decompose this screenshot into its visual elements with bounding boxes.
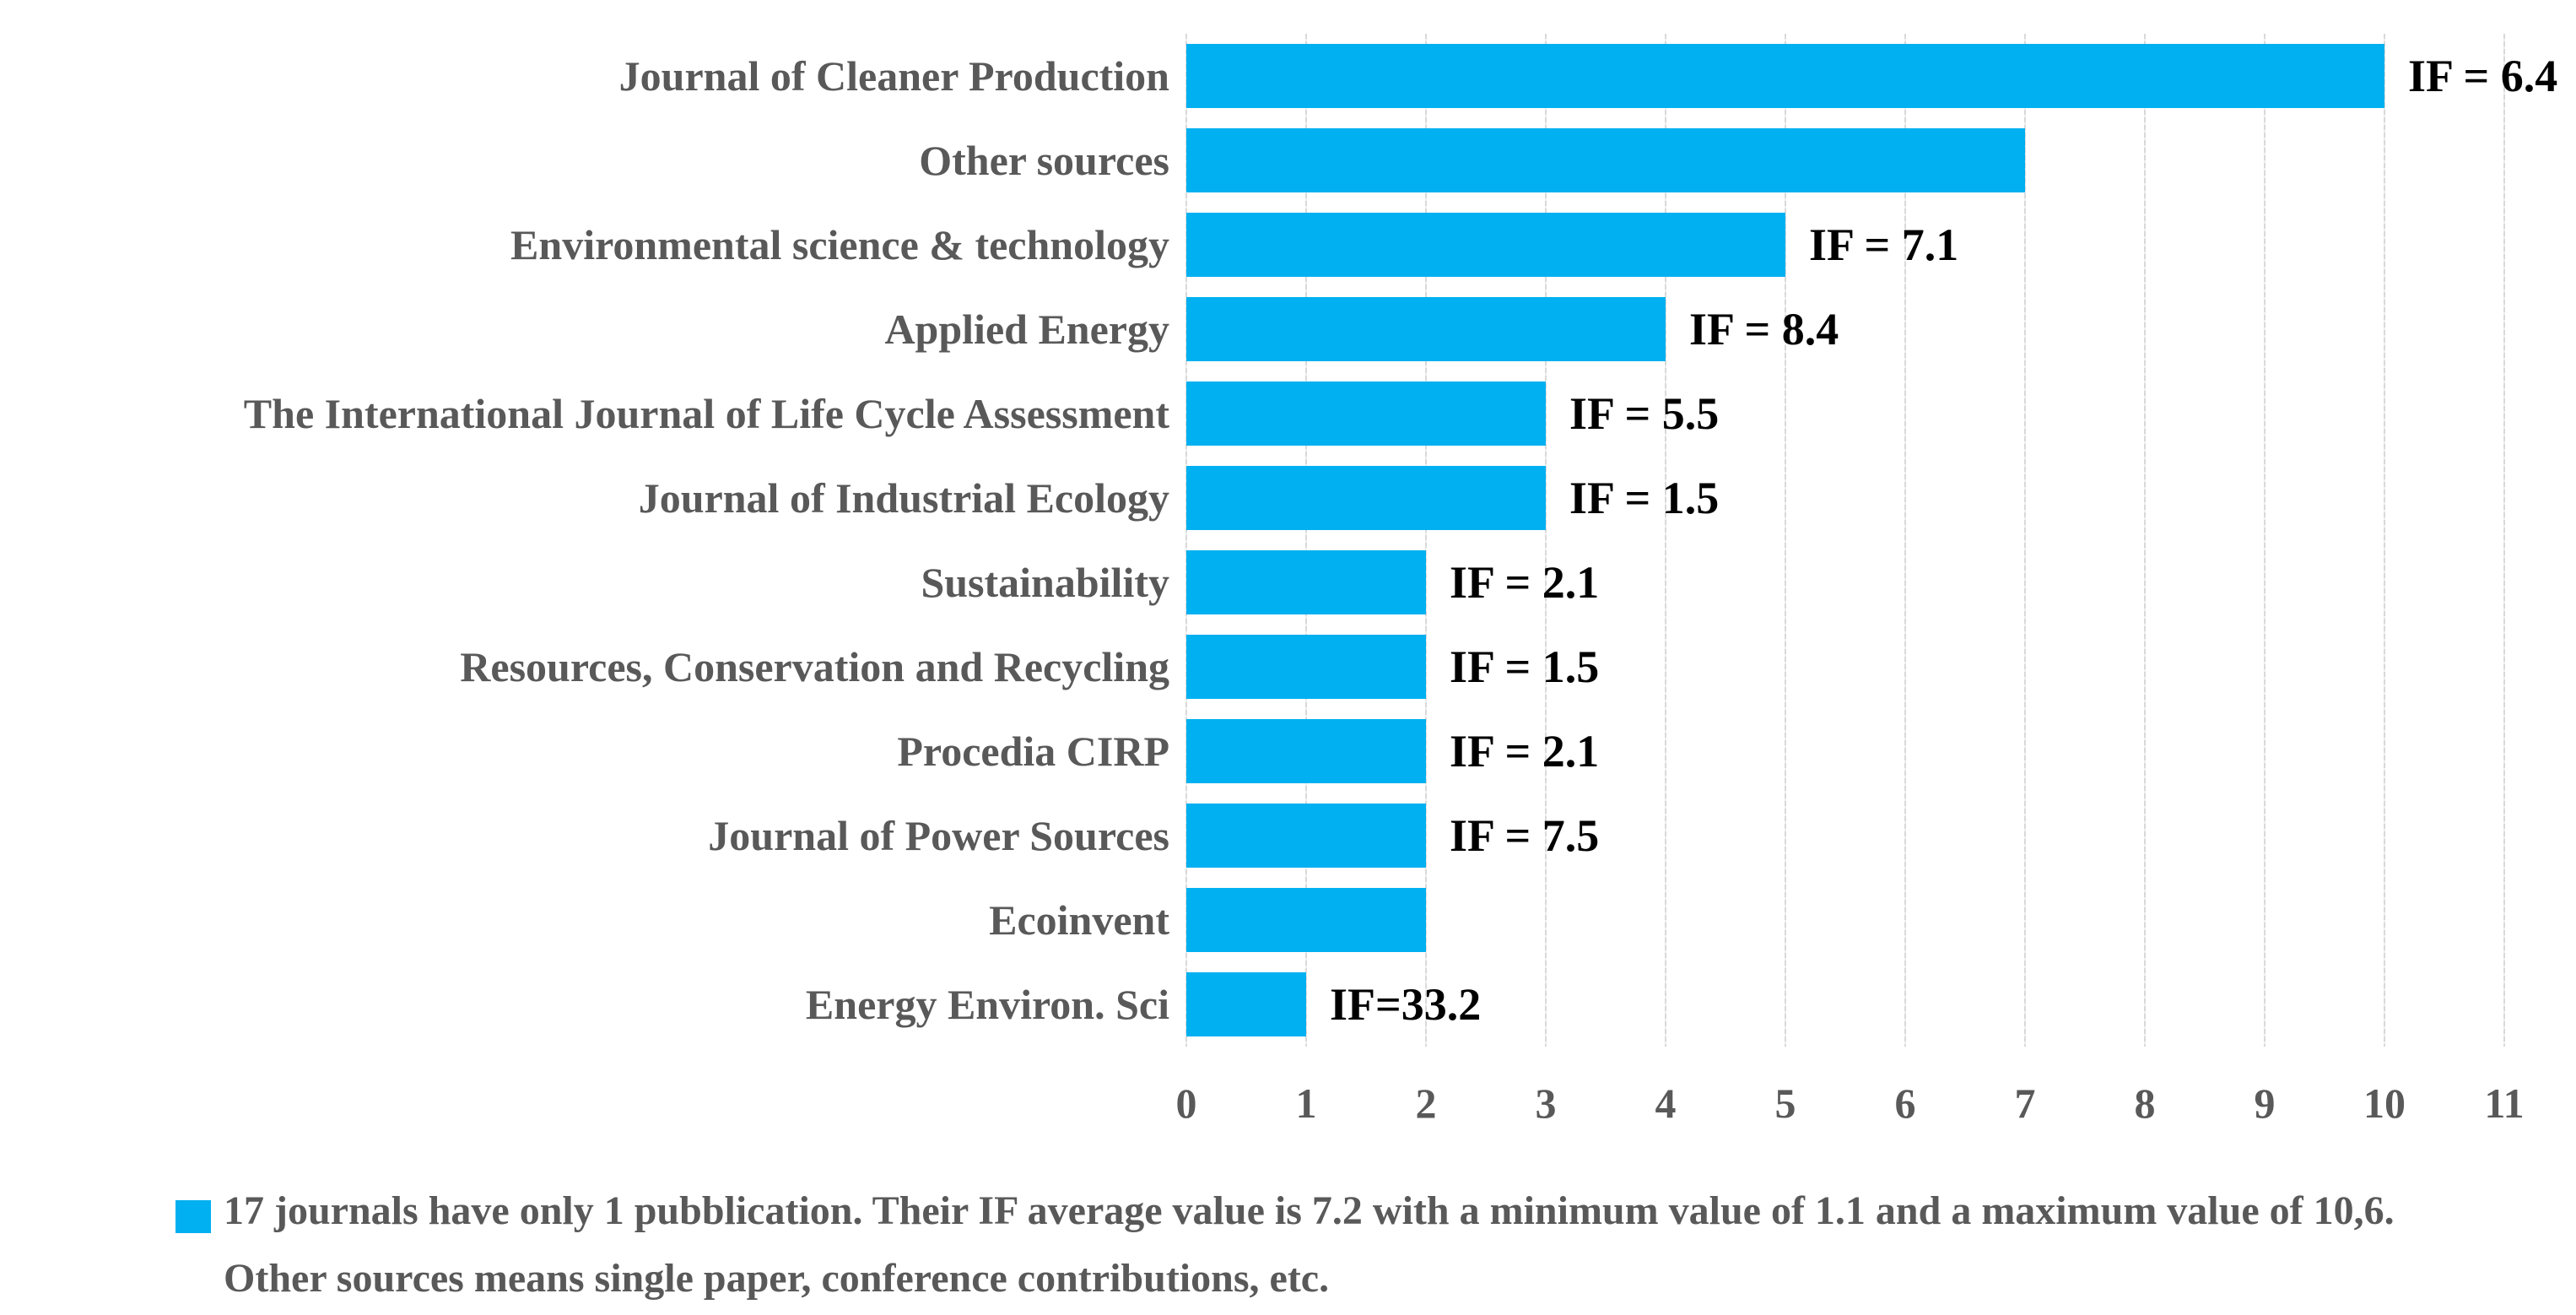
bar bbox=[1186, 635, 1426, 699]
x-axis: 0 1 2 3 4 5 6 7 8 9 10 11 bbox=[1176, 1080, 2525, 1141]
gridline bbox=[1665, 34, 1666, 1047]
bar bbox=[1186, 719, 1426, 783]
bar-row: IF=33.2 bbox=[1186, 962, 2504, 1047]
x-tick-label: 3 bbox=[1535, 1080, 1557, 1127]
category-label: Other sources bbox=[919, 137, 1169, 184]
legend-text: 17 journals have only 1 pubblication. Th… bbox=[224, 1188, 2395, 1301]
category-label: Procedia CIRP bbox=[897, 728, 1169, 775]
gridline bbox=[2024, 34, 2026, 1047]
gridline bbox=[2144, 34, 2146, 1047]
category-label: Ecoinvent bbox=[989, 896, 1169, 944]
bar bbox=[1186, 972, 1306, 1036]
gridline bbox=[2384, 34, 2385, 1047]
gridline bbox=[2503, 34, 2505, 1047]
bar-row bbox=[1186, 878, 2504, 962]
bar-value-label: IF = 1.5 bbox=[1450, 641, 1600, 692]
plot-area: IF = 6.4 IF = 7.1 IF = 8.4 IF = 5.5 IF = 1.5… bbox=[1185, 34, 2557, 1047]
bar-value-label: IF = 8.4 bbox=[1689, 304, 1839, 354]
bar bbox=[1186, 804, 1426, 868]
gridline bbox=[1904, 34, 1906, 1047]
bar bbox=[1186, 382, 1546, 446]
category-label: Resources, Conservation and Recycling bbox=[460, 643, 1169, 690]
bar-row bbox=[1186, 118, 2504, 203]
bar-row: IF = 2.1 bbox=[1186, 540, 2504, 625]
bar-row: IF = 8.4 bbox=[1186, 287, 2504, 371]
category-label: Journal of Industrial Ecology bbox=[638, 474, 1169, 522]
category-label: Applied Energy bbox=[884, 306, 1169, 353]
x-tick-label: 10 bbox=[2363, 1080, 2406, 1127]
x-tick-label: 2 bbox=[1415, 1080, 1437, 1127]
bar-row: IF = 7.1 bbox=[1186, 203, 2504, 287]
gridline bbox=[1545, 34, 1547, 1047]
x-tick-label: 5 bbox=[1774, 1080, 1796, 1127]
bar bbox=[1186, 44, 2384, 108]
category-label: Energy Environ. Sci bbox=[805, 981, 1169, 1028]
bar-value-label: IF = 2.1 bbox=[1450, 726, 1600, 777]
bar bbox=[1186, 128, 2025, 192]
bar-row: IF = 6.4 bbox=[1186, 34, 2557, 118]
bar-value-label: IF = 1.5 bbox=[1569, 473, 1720, 523]
x-tick-label: 6 bbox=[1894, 1080, 1916, 1127]
category-label: Sustainability bbox=[921, 559, 1169, 606]
x-tick-label: 4 bbox=[1655, 1080, 1677, 1127]
gridline bbox=[2264, 34, 2265, 1047]
bar-row: IF = 1.5 bbox=[1186, 456, 2504, 540]
bar bbox=[1186, 297, 1666, 361]
bar-value-label: IF=33.2 bbox=[1330, 979, 1482, 1030]
x-tick-label: 9 bbox=[2254, 1080, 2276, 1127]
bar-value-label: IF = 5.5 bbox=[1569, 388, 1720, 439]
category-label: Journal of Power Sources bbox=[708, 812, 1169, 859]
bar-value-label: IF = 6.4 bbox=[2408, 51, 2558, 101]
gridline bbox=[1305, 34, 1307, 1047]
bar-row: IF = 7.5 bbox=[1186, 793, 2504, 878]
bar-value-label: IF = 7.1 bbox=[1809, 219, 1959, 270]
gridline bbox=[1425, 34, 1427, 1047]
legend-series-marker bbox=[176, 1200, 211, 1233]
bar bbox=[1186, 550, 1426, 614]
bar-row: IF = 2.1 bbox=[1186, 709, 2504, 793]
x-tick-label: 0 bbox=[1175, 1080, 1197, 1127]
bar-value-label: IF = 7.5 bbox=[1450, 810, 1600, 861]
category-axis-labels: Journal of Cleaner Production Other sourc… bbox=[0, 34, 1169, 1047]
category-label: The International Journal of Life Cycle … bbox=[243, 390, 1169, 437]
bar bbox=[1186, 213, 1785, 277]
bar-row: IF = 1.5 bbox=[1186, 625, 2504, 709]
x-tick-label: 11 bbox=[2484, 1080, 2525, 1127]
x-tick-label: 8 bbox=[2134, 1080, 2156, 1127]
bar bbox=[1186, 888, 1426, 952]
bar bbox=[1186, 466, 1546, 530]
bar-value-label: IF = 2.1 bbox=[1450, 557, 1600, 608]
bar-row: IF = 5.5 bbox=[1186, 371, 2504, 456]
category-label: Environmental science & technology bbox=[510, 221, 1169, 268]
category-label: Journal of Cleaner Production bbox=[618, 52, 1169, 100]
x-tick-label: 1 bbox=[1295, 1080, 1317, 1127]
x-tick-label: 7 bbox=[2014, 1080, 2036, 1127]
gridline bbox=[1785, 34, 1786, 1047]
gridline bbox=[1185, 34, 1187, 1047]
